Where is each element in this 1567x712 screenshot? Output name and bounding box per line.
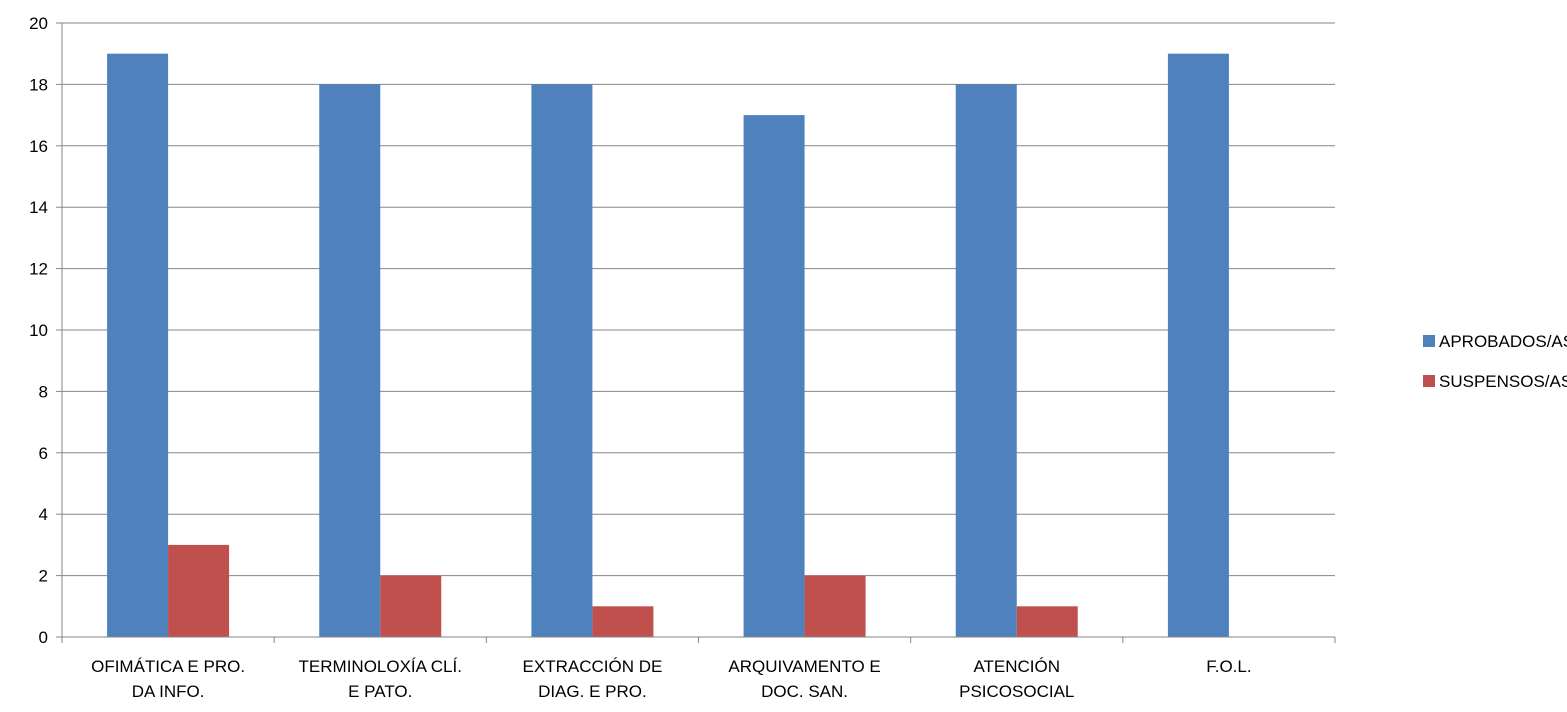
bar-aprobados-as-2 (531, 84, 593, 637)
legend-label: SUSPENSOS/AS (1439, 372, 1567, 391)
bar-aprobados-as-3 (743, 115, 805, 638)
x-category-label: OFIMÁTICA E PRO. (91, 657, 245, 676)
y-tick-labels: 0 2 4 6 8 10 12 14 16 18 20 (29, 14, 48, 647)
legend: APROBADOS/AS SUSPENSOS/AS (1423, 332, 1567, 391)
y-tick-label: 20 (29, 14, 48, 33)
gridlines (62, 22, 1335, 577)
y-tick-label: 4 (39, 505, 48, 524)
bar-suspensos-as-1 (380, 575, 442, 637)
bars (107, 53, 1229, 638)
bar-aprobados-as-4 (955, 84, 1017, 637)
y-tick-label: 14 (29, 198, 48, 217)
x-category-label: E PATO. (348, 682, 412, 701)
y-tick-label: 12 (29, 260, 48, 279)
y-tick-label: 18 (29, 75, 48, 94)
x-category-label: DOC. SAN. (761, 682, 848, 701)
y-tick-label: 16 (29, 137, 48, 156)
x-category-labels: OFIMÁTICA E PRO. DA INFO. TERMINOLOXÍA CLÍ… (91, 657, 1251, 701)
bar-suspensos-as-2 (592, 606, 654, 637)
axes (56, 22, 1336, 643)
x-category-label: DIAG. E PRO. (538, 682, 647, 701)
bar-suspensos-as-0 (168, 544, 230, 637)
x-category-label: DA INFO. (132, 682, 205, 701)
legend-swatch (1423, 375, 1435, 387)
x-category-label: ATENCIÓN (973, 657, 1060, 676)
y-tick-label: 8 (39, 382, 48, 401)
legend-swatch (1423, 335, 1435, 347)
x-category-label: F.O.L. (1206, 657, 1251, 676)
y-tick-label: 2 (39, 567, 48, 586)
bar-aprobados-as-5 (1167, 53, 1229, 637)
x-category-label: ARQUIVAMENTO E (728, 657, 880, 676)
x-category-label: EXTRACCIÓN DE (523, 657, 663, 676)
x-category-label: PSICOSOCIAL (959, 682, 1074, 701)
x-category-label: TERMINOLOXÍA CLÍ. (299, 657, 462, 676)
legend-label: APROBADOS/AS (1439, 332, 1567, 351)
bar-suspensos-as-3 (804, 575, 866, 637)
y-tick-label: 10 (29, 321, 48, 340)
y-tick-label: 0 (39, 628, 48, 647)
y-tick-label: 6 (39, 444, 48, 463)
bar-suspensos-as-4 (1016, 606, 1078, 637)
bar-aprobados-as-0 (107, 53, 169, 637)
bar-aprobados-as-1 (319, 84, 381, 637)
